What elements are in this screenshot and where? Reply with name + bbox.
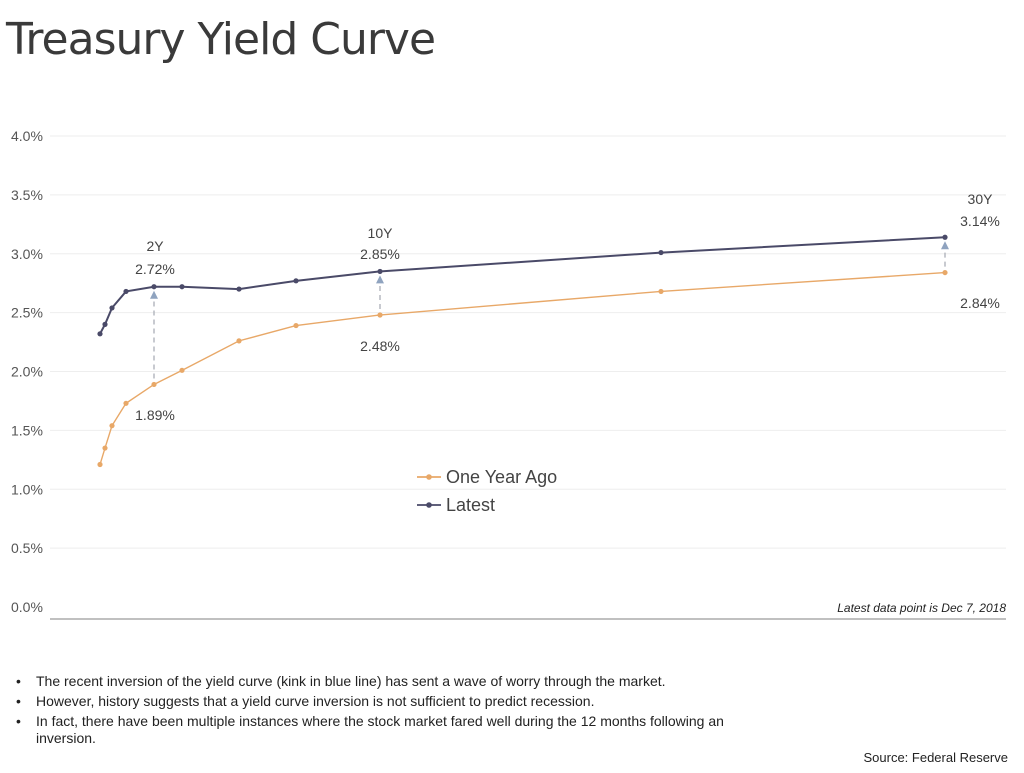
point-latest [123, 288, 129, 295]
latest-data-note: Latest data point is Dec 7, 2018 [837, 601, 1006, 615]
point-one-year-ago [123, 400, 129, 406]
point-one-year-ago [942, 269, 948, 276]
latest-value-label: 2.85% [360, 246, 400, 262]
y-tick-label: 0.0% [11, 599, 43, 615]
year-ago-value-label: 2.48% [360, 338, 400, 354]
yield-curve-chart: 4.0%3.5%3.0%2.5%2.0%1.5%1.0%0.5%0.0% 2Y2… [11, 128, 1006, 620]
y-tick-label: 2.0% [11, 364, 43, 380]
y-tick-label: 3.0% [11, 246, 43, 262]
bullet-item: The recent inversion of the yield curve … [14, 673, 774, 690]
legend-label: Latest [446, 495, 495, 515]
point-one-year-ago [179, 367, 185, 373]
bullet-item: However, history suggests that a yield c… [14, 693, 774, 710]
tenor-label: 2Y [146, 238, 164, 254]
series-lines [97, 234, 948, 468]
connector-arrow [150, 290, 158, 299]
y-axis-ticks: 4.0% 3.5% 3.0% 2.5% 2.0% 1.5% 1.0% 0.5% 0.0% [11, 128, 43, 615]
point-latest [97, 331, 103, 337]
grid-lines [50, 135, 1006, 620]
y-tick-label: 0.5% [11, 540, 43, 556]
y-tick-label: 1.5% [11, 422, 43, 438]
point-one-year-ago [102, 445, 108, 451]
connector-arrow [941, 241, 949, 250]
annotation-connectors [150, 241, 949, 379]
point-one-year-ago [236, 338, 242, 344]
tenor-label: 30Y [968, 191, 994, 207]
legend: One Year Ago Latest [417, 467, 557, 515]
latest-value-label: 2.72% [135, 261, 175, 277]
point-latest [942, 234, 948, 240]
point-latest [377, 268, 383, 275]
connector-arrow [376, 275, 384, 284]
chart-title: Treasury Yield Curve [6, 14, 436, 65]
point-latest [109, 305, 115, 311]
point-one-year-ago [109, 423, 115, 429]
point-one-year-ago [658, 288, 664, 295]
point-one-year-ago [377, 312, 383, 318]
point-latest [236, 286, 242, 292]
point-latest [179, 284, 185, 290]
latest-value-label: 3.14% [960, 213, 1000, 229]
tenor-label: 10Y [368, 225, 394, 241]
y-tick-label: 2.5% [11, 305, 43, 321]
point-one-year-ago [293, 322, 299, 329]
bullet-item: In fact, there have been multiple instan… [14, 713, 774, 747]
point-latest [151, 284, 157, 290]
series-line-one-year-ago [99, 271, 946, 465]
point-latest [658, 249, 664, 256]
y-tick-label: 1.0% [11, 481, 43, 497]
year-ago-value-label: 1.89% [135, 407, 175, 423]
y-tick-label: 4.0% [11, 128, 43, 144]
point-one-year-ago [151, 381, 157, 388]
legend-swatch-dot [426, 474, 432, 480]
series-line-latest [99, 236, 946, 335]
annotation-labels: 2Y 2.72% 1.89% 10Y 2.85% 2.48% 30Y 3.14% 2.84% [135, 191, 1000, 423]
legend-swatch-dot [426, 502, 432, 508]
legend-label: One Year Ago [446, 467, 557, 487]
point-latest [293, 278, 299, 284]
point-one-year-ago [97, 461, 103, 468]
source-note: Source: Federal Reserve [863, 750, 1008, 765]
year-ago-value-label: 2.84% [960, 295, 1000, 311]
point-latest [102, 321, 108, 327]
commentary-bullets: The recent inversion of the yield curve … [14, 673, 774, 750]
y-tick-label: 3.5% [11, 187, 43, 203]
